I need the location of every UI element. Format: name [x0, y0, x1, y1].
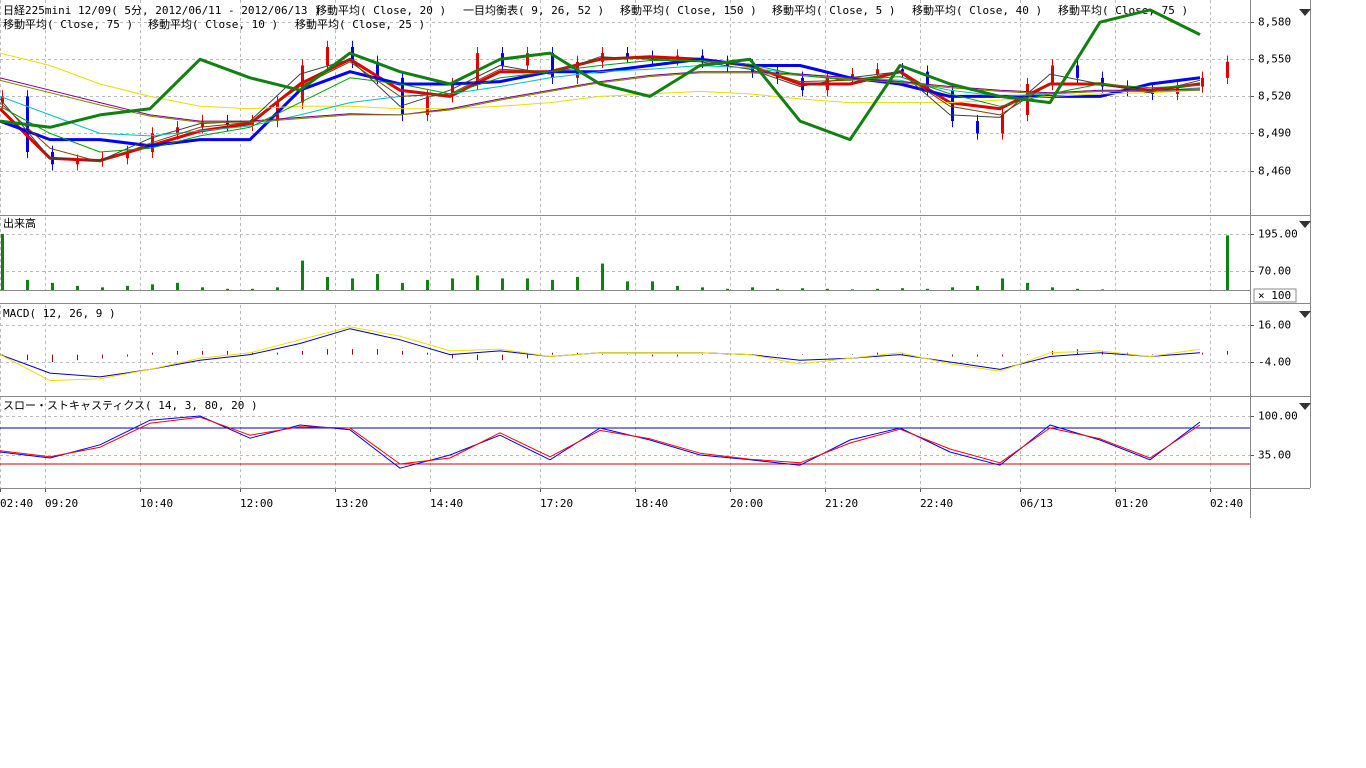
volume-bar: [901, 288, 904, 290]
legend-entry: 移動平均( Close, 5 ): [772, 3, 895, 17]
volume-bar: [926, 289, 929, 290]
volume-bar: [1051, 287, 1054, 290]
volume-bar: [351, 278, 354, 290]
volume-bar: [401, 283, 404, 290]
volume-bar: [1226, 235, 1229, 290]
volume-bar: [126, 286, 129, 290]
volume-bar: [951, 287, 954, 290]
y-tick-label: 8,550: [1258, 53, 1291, 66]
volume-bar: [776, 289, 779, 290]
legend-entry: 移動平均( Close, 75 ): [1058, 3, 1188, 17]
y-tick-label: 35.00: [1258, 449, 1291, 462]
volume-bar: [226, 289, 229, 290]
unit-label: × 100: [1258, 289, 1291, 302]
volume-bar: [76, 286, 79, 290]
y-tick-label: 8,460: [1258, 165, 1291, 178]
volume-bar: [1101, 289, 1104, 290]
x-tick-label: 20:00: [730, 497, 763, 510]
y-tick-label: 70.00: [1258, 265, 1291, 278]
volume-bar: [726, 289, 729, 290]
volume-bar: [451, 278, 454, 290]
volume-bar: [626, 281, 629, 290]
volume-bar: [851, 289, 854, 290]
x-tick-label: 12:00: [240, 497, 273, 510]
volume-bar: [1076, 289, 1079, 290]
x-tick-label: 02:40: [1210, 497, 1243, 510]
volume-bar: [376, 274, 379, 290]
volume-bar: [651, 281, 654, 290]
y-tick-label: 8,490: [1258, 127, 1291, 140]
candle-body: [876, 69, 879, 74]
candle-body: [76, 161, 79, 165]
y-tick-label: 100.00: [1258, 410, 1298, 423]
volume-bar: [701, 287, 704, 290]
volume-bar: [476, 275, 479, 290]
candle-body: [1201, 78, 1204, 87]
volume-bar: [526, 278, 529, 290]
volume-bar: [1001, 278, 1004, 290]
y-tick-label: 8,580: [1258, 16, 1291, 29]
volume-bar: [176, 283, 179, 290]
legend-entry: 移動平均( Close, 25 ): [295, 17, 425, 31]
volume-bar: [676, 286, 679, 290]
panel-title: 出来高: [3, 216, 36, 230]
x-tick-label: 18:40: [635, 497, 668, 510]
legend-entry: 移動平均( Close, 10 ): [148, 17, 278, 31]
volume-bar: [51, 283, 54, 290]
volume-bar: [551, 280, 554, 290]
x-tick-label: 17:20: [540, 497, 573, 510]
volume-bar: [576, 277, 579, 290]
volume-bar: [276, 287, 279, 290]
candle-body: [326, 47, 329, 66]
volume-bar: [151, 284, 154, 290]
panel-title: スロー・ストキャスティクス( 14, 3, 80, 20 ): [3, 399, 258, 412]
legend-entry: 移動平均( Close, 40 ): [912, 3, 1042, 17]
legend-entry: 移動平均( Close, 75 ): [3, 17, 133, 31]
volume-bar: [501, 278, 504, 290]
x-tick-label: 14:40: [430, 497, 463, 510]
x-tick-label: 22:40: [920, 497, 953, 510]
volume-bar: [801, 288, 804, 290]
candle-body: [976, 121, 979, 133]
y-tick-label: 16.00: [1258, 319, 1291, 332]
candle-body: [1226, 62, 1229, 78]
legend-entry: 移動平均( Close, 150 ): [620, 3, 757, 17]
x-tick-label: 09:20: [45, 497, 78, 510]
panel-title: MACD( 12, 26, 9 ): [3, 307, 116, 320]
volume-bar: [1026, 283, 1029, 290]
volume-bar: [976, 286, 979, 290]
volume-bar: [426, 280, 429, 290]
y-tick-label: -4.00: [1258, 356, 1291, 369]
y-tick-label: 8,520: [1258, 90, 1291, 103]
y-tick-label: 195.00: [1258, 228, 1298, 241]
panel-title: 日経225mini 12/09( 5分, 2012/06/11 - 2012/0…: [3, 4, 321, 17]
volume-bar: [826, 289, 829, 290]
volume-bar: [101, 287, 104, 290]
x-tick-label: 06/13: [1020, 497, 1053, 510]
volume-bar: [201, 287, 204, 290]
x-tick-label: 13:20: [335, 497, 368, 510]
volume-bar: [751, 287, 754, 290]
volume-bar: [26, 280, 29, 290]
x-tick-label: 21:20: [825, 497, 858, 510]
legend-entry: 移動平均( Close, 20 ): [316, 3, 446, 17]
x-tick-label: 10:40: [140, 497, 173, 510]
candle-body: [1076, 65, 1079, 77]
candle-body: [1001, 115, 1004, 134]
candle-body: [626, 53, 629, 57]
volume-bar: [876, 289, 879, 290]
x-tick-label: 01:20: [1115, 497, 1148, 510]
legend-entry: 一目均衡表( 9, 26, 52 ): [463, 3, 604, 17]
volume-bar: [1, 234, 4, 290]
volume-bar: [301, 261, 304, 290]
x-tick-label: 02:40: [0, 497, 33, 510]
volume-bar: [251, 289, 254, 290]
volume-bar: [326, 277, 329, 290]
volume-bar: [601, 264, 604, 290]
